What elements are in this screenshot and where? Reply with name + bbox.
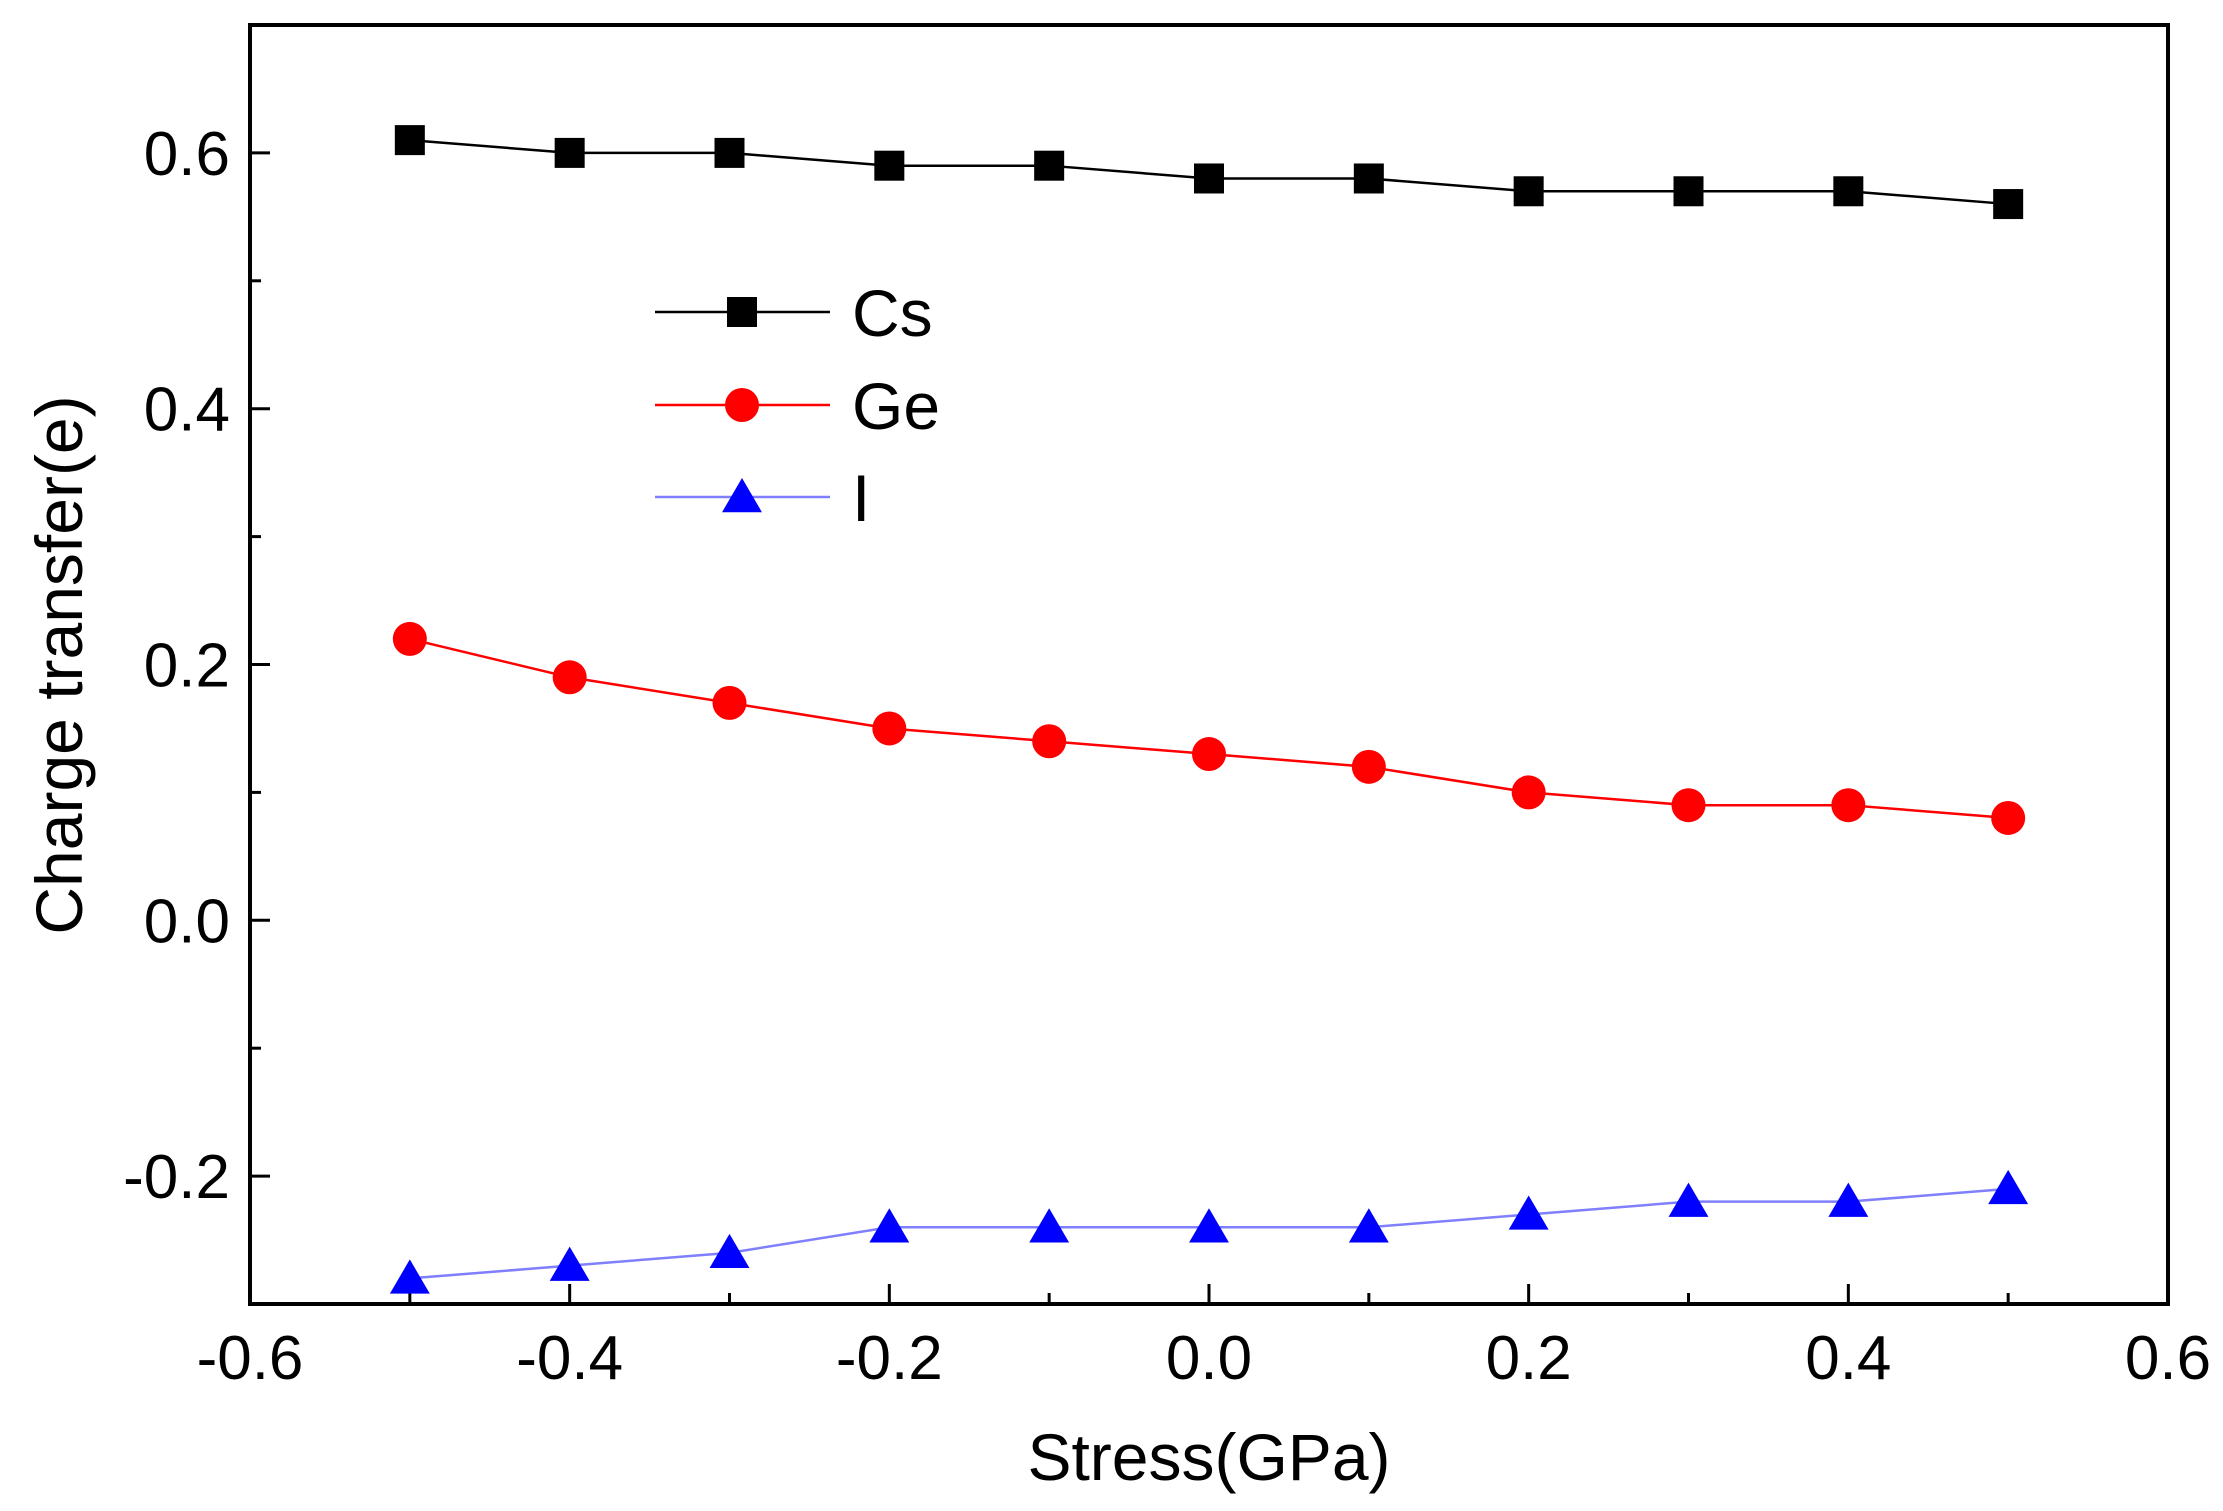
y-tick-label: 0.0 — [144, 887, 230, 956]
series-ge — [392, 621, 2026, 835]
y-axis-title: Charge transfer(e) — [22, 395, 96, 934]
data-point-ge — [1511, 775, 1546, 810]
series-layer — [389, 125, 2029, 1294]
legend-label-ge: Ge — [852, 369, 940, 443]
data-point-cs — [1993, 189, 2024, 220]
data-point-i — [549, 1246, 590, 1281]
data-point-i — [1029, 1208, 1070, 1243]
data-point-i — [1988, 1169, 2029, 1205]
x-tick-label: 0.4 — [1805, 1324, 1891, 1393]
y-tick-label: 0.6 — [144, 120, 230, 189]
data-point-cs — [554, 137, 585, 168]
data-point-i — [709, 1233, 750, 1269]
data-point-ge — [712, 685, 747, 720]
data-point-ge — [1831, 788, 1866, 823]
data-point-i — [869, 1208, 910, 1243]
legend-label-cs: Cs — [852, 276, 933, 350]
data-point-cs — [1833, 176, 1864, 207]
data-point-i — [1189, 1208, 1229, 1243]
x-axis-ticks: -0.6 -0.4 -0.2 0.0 0.2 0.4 0.6 — [197, 1284, 2211, 1393]
data-point-ge — [392, 621, 427, 656]
legend: Cs Ge I — [655, 276, 940, 535]
x-tick-label: 0.0 — [1166, 1324, 1252, 1393]
x-tick-label: 0.2 — [1486, 1324, 1572, 1393]
x-axis-title: Stress(GPa) — [1027, 1420, 1390, 1494]
data-point-i — [1348, 1208, 1389, 1243]
data-point-ge — [1671, 788, 1706, 823]
x-tick-label: -0.2 — [836, 1324, 943, 1393]
plot-frame — [248, 23, 2170, 1306]
legend-label-i: I — [852, 461, 870, 535]
series-line-ge — [409, 637, 2009, 820]
data-point-cs — [1513, 176, 1544, 207]
data-point-cs — [714, 137, 745, 168]
data-point-cs — [394, 125, 425, 156]
y-tick-label: -0.2 — [123, 1143, 230, 1212]
series-i — [389, 1169, 2029, 1294]
data-point-cs — [1194, 163, 1224, 194]
data-point-i — [1668, 1182, 1709, 1217]
data-point-i — [1508, 1195, 1549, 1230]
data-point-i — [1828, 1182, 1869, 1217]
data-point-cs — [874, 150, 905, 181]
data-point-cs — [1353, 163, 1384, 194]
data-point-ge — [1032, 724, 1067, 759]
data-point-ge — [1351, 749, 1386, 784]
x-tick-label: -0.6 — [197, 1324, 304, 1393]
y-tick-label: 0.2 — [144, 632, 230, 701]
data-point-ge — [1991, 800, 2026, 835]
x-tick-label: -0.4 — [516, 1324, 623, 1393]
data-point-cs — [1034, 150, 1065, 181]
y-tick-label: 0.4 — [144, 376, 230, 445]
series-cs — [394, 125, 2024, 220]
x-tick-label: 0.6 — [2125, 1324, 2211, 1393]
data-point-i — [389, 1259, 430, 1294]
legend-marker-cs — [727, 297, 757, 327]
data-point-ge — [552, 660, 587, 695]
data-point-cs — [1673, 176, 1704, 207]
legend-marker-i — [722, 478, 762, 513]
legend-marker-ge — [725, 388, 759, 422]
data-point-ge — [872, 711, 907, 746]
data-point-ge — [1192, 737, 1226, 772]
y-axis-ticks: -0.2 0.0 0.2 0.4 0.6 — [123, 120, 270, 1212]
